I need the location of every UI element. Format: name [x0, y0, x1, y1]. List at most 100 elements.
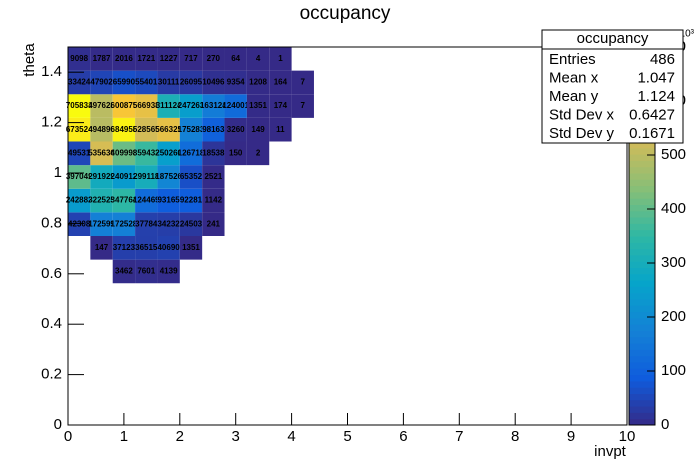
- colorbar-segment: [629, 248, 655, 256]
- heatmap-cell: [135, 165, 158, 189]
- colorbar-segment: [629, 166, 655, 174]
- colorbar-segment: [629, 160, 655, 168]
- x-tick-label: 2: [176, 428, 184, 445]
- cell-label: 497628: [88, 101, 115, 110]
- heatmap-cell: [135, 259, 158, 284]
- colorbar-segment: [629, 368, 655, 376]
- cell-label: 47902: [90, 78, 113, 87]
- heatmap-cell: [202, 70, 225, 95]
- colorbar-segment: [629, 286, 655, 294]
- cell-label: 49531: [68, 148, 91, 157]
- heatmap-cell: [135, 141, 158, 166]
- cell-label: 1208: [249, 78, 267, 87]
- cell-label: 242882: [66, 196, 93, 205]
- heatmap-cell: [224, 94, 247, 118]
- colorbar-segment: [629, 311, 655, 319]
- heatmap-cell: [179, 117, 203, 142]
- cell-label: 3260: [227, 125, 245, 134]
- cell-label: 172599: [88, 219, 115, 228]
- colorbar-segment: [629, 305, 655, 313]
- stats-value: 0.1671: [629, 125, 675, 142]
- colorbar-segment: [629, 147, 655, 155]
- cell-label: 7601: [137, 267, 155, 276]
- colorbar-segment: [629, 173, 655, 180]
- cell-label: 270: [207, 54, 221, 63]
- colorbar-segment: [629, 362, 655, 369]
- cell-label: 126718: [178, 148, 205, 157]
- colorbar-segment: [629, 217, 655, 224]
- cell-label: 3462: [115, 267, 133, 276]
- colorbar-segment: [629, 254, 655, 262]
- cell-label: 65990: [113, 78, 136, 87]
- cell-label: 164: [274, 78, 288, 87]
- heatmap-cell: [179, 165, 203, 189]
- colorbar-segment: [629, 418, 655, 426]
- colorbar-segment: [629, 299, 655, 306]
- heatmap-cell: [202, 165, 225, 189]
- stats-key: Std Dev x: [549, 106, 615, 123]
- colorbar-tick-label: 300: [661, 254, 686, 271]
- x-tick-label: 5: [343, 428, 351, 445]
- heatmap-cell: [269, 117, 292, 142]
- cell-label: 64: [231, 54, 240, 63]
- colorbar-segment: [629, 380, 655, 388]
- stats-key: Std Dev y: [549, 125, 615, 142]
- heatmap-cell: [90, 188, 113, 213]
- x-axis-label: invpt: [594, 443, 627, 460]
- cell-label: 684958: [111, 125, 138, 134]
- cell-label: 397049: [66, 172, 93, 181]
- cell-label: 11: [276, 125, 285, 134]
- heatmap-cell: [157, 188, 180, 213]
- cell-label: 240912: [111, 172, 138, 181]
- colorbar-segment: [629, 261, 655, 268]
- heatmap-cell: [246, 94, 270, 118]
- heatmap-cell: [112, 94, 136, 118]
- colorbar-segment: [629, 210, 655, 218]
- colorbar-segment: [629, 185, 655, 193]
- colorbar-segment: [629, 204, 655, 212]
- heatmap-cell: [179, 188, 203, 213]
- y-tick-label: 0.4: [41, 315, 62, 332]
- heatmap-cell: [68, 94, 91, 118]
- colorbar-segment: [629, 191, 655, 199]
- colorbar-segment: [629, 141, 655, 149]
- x-tick-label: 4: [287, 428, 295, 445]
- cell-label: 1227: [160, 54, 178, 63]
- cell-label: 149: [251, 125, 265, 134]
- cell-label: 18538: [202, 148, 225, 157]
- heatmap-cell: [112, 47, 136, 71]
- colorbar-segment: [629, 229, 655, 237]
- cell-label: 299118: [133, 172, 160, 181]
- heatmap-cell: [68, 165, 91, 189]
- colorbar-segment: [629, 242, 655, 250]
- heatmap-cell: [202, 212, 225, 236]
- colorbar-segment: [629, 324, 655, 331]
- cell-label: 494896: [88, 125, 115, 134]
- heatmap-cell: [269, 47, 292, 71]
- heatmap-cell: [224, 141, 247, 166]
- heatmap-cell: [135, 47, 158, 71]
- heatmap-cell: [157, 236, 180, 260]
- cell-label: 10496: [202, 78, 225, 87]
- cell-label: 1721: [137, 54, 155, 63]
- cell-label: 2521: [204, 172, 222, 181]
- colorbar-segment: [629, 349, 655, 357]
- heatmap-cell: [112, 141, 136, 166]
- cell-label: 1351: [249, 101, 267, 110]
- heatmap-cell: [90, 236, 113, 260]
- heatmap-cell: [246, 47, 270, 71]
- heatmap-cell: [224, 117, 247, 142]
- heatmap-cell: [112, 70, 136, 95]
- heatmap-cell: [157, 117, 180, 142]
- cell-label: 7: [301, 78, 306, 87]
- colorbar-segment: [629, 198, 655, 205]
- stats-key: Entries: [549, 51, 596, 68]
- stats-key: Mean y: [549, 88, 599, 105]
- heatmap-cell: [269, 94, 292, 118]
- heatmap-cell: [157, 70, 180, 95]
- heatmap-cell: [68, 70, 91, 95]
- heatmap-cell: [112, 165, 136, 189]
- cell-label: 2016: [115, 54, 133, 63]
- heatmap-cell: [68, 212, 91, 236]
